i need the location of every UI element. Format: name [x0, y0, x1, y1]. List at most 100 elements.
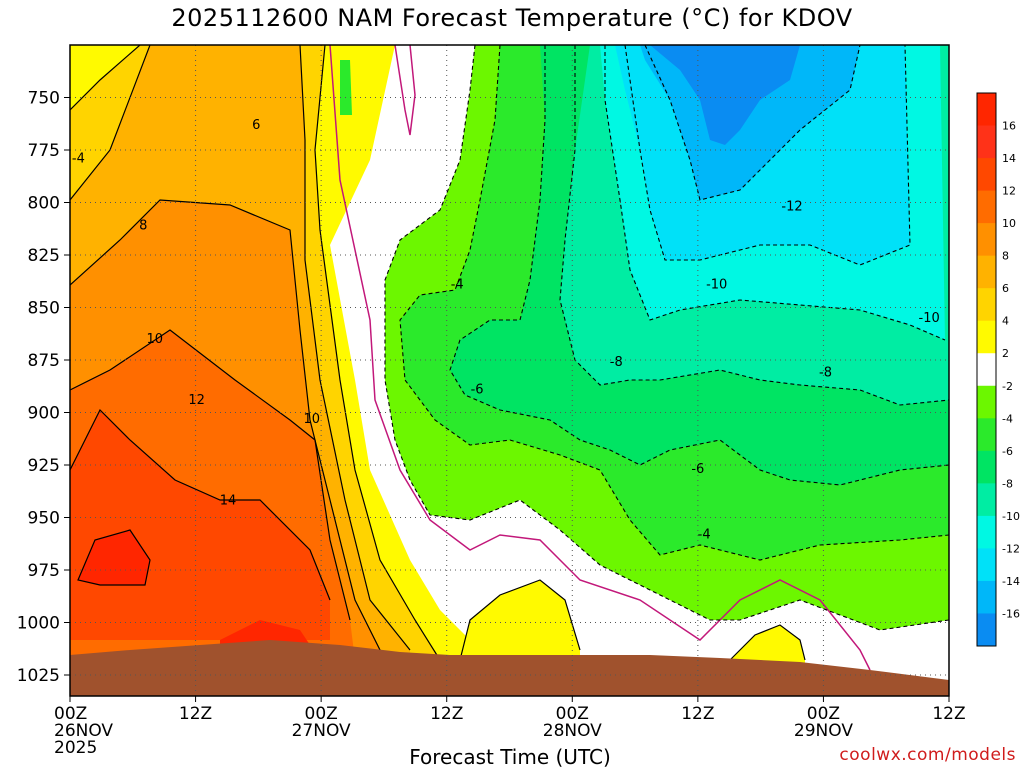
contour-label: -12	[781, 200, 802, 215]
colorbar-label: 2	[1002, 347, 1009, 360]
y-tick-label: 775	[28, 141, 60, 161]
y-axis: 750 775 800 825 850 875 900 925 950 975 1000 1025	[17, 89, 70, 686]
terrain	[70, 640, 949, 696]
temperature-field	[70, 45, 949, 696]
colorbar-swatch	[977, 125, 996, 159]
x-tick-label: 12Z	[932, 704, 965, 724]
contour-cold-m6	[399, 45, 949, 561]
colorbar-swatch	[977, 288, 996, 322]
contour-label: -4	[451, 277, 464, 292]
contour-label: 14	[220, 494, 237, 509]
colorbar-label: 4	[1002, 315, 1009, 328]
colorbar-label: -4	[1002, 412, 1013, 425]
x-axis-label: Forecast Time (UTC)	[409, 745, 611, 769]
y-tick-label: 900	[28, 404, 60, 424]
colorbar-label: -2	[1002, 380, 1013, 393]
chart-title: 2025112600 NAM Forecast Temperature (°C)…	[171, 4, 853, 32]
x-tick-label: 00Z	[305, 704, 338, 724]
colorbar-label: -14	[1002, 575, 1020, 588]
contour-warm-12	[70, 408, 331, 601]
x-tick-label: 29NOV	[794, 721, 853, 741]
x-tick-label: 12Z	[681, 704, 714, 724]
x-tick-label: 28NOV	[543, 721, 602, 741]
contour-zero	[329, 45, 871, 671]
colorbar-swatch	[977, 190, 996, 224]
y-tick-label: 1000	[17, 614, 60, 634]
colorbar-frame	[976, 92, 997, 647]
band-m16-m18	[650, 45, 800, 145]
contour-label: -4	[698, 527, 711, 542]
x-tick-label: 00Z	[556, 704, 589, 724]
contour-cold-m14	[624, 45, 911, 266]
colorbar-swatch	[977, 613, 996, 647]
contour-warm-4	[70, 45, 441, 661]
x-tick-label: 26NOV	[54, 721, 113, 741]
contour-late-2	[459, 579, 806, 661]
colorbar-label: -6	[1002, 445, 1013, 458]
contour-cold-m10	[559, 45, 949, 406]
contour-label: 8	[139, 219, 147, 234]
colorbar-swatch	[977, 450, 996, 484]
y-tick-label: 925	[28, 456, 60, 476]
contour-labels: -4 6 8 10 12 10 14 -4 -6 -8 -10 -12 -10 -8 -6 -4	[72, 118, 940, 542]
contour-cold-m12	[604, 45, 946, 341]
credit-link[interactable]: coolwx.com/models	[839, 745, 1016, 765]
contour-cold-m8	[449, 45, 949, 486]
colorbar-swatch	[977, 385, 996, 419]
contour-label: -4	[72, 151, 85, 166]
contour-label: -6	[691, 462, 704, 477]
contour-warm-8	[70, 199, 386, 661]
contour-label: 10	[303, 412, 320, 427]
colorbar-label: 6	[1002, 282, 1009, 295]
colorbar-label: -8	[1002, 477, 1013, 490]
y-tick-label: 750	[28, 89, 60, 109]
colorbar-swatch	[977, 223, 996, 257]
colorbar-label: 10	[1002, 217, 1016, 230]
contour-warm-10	[70, 329, 351, 621]
colorbar-swatch	[977, 483, 996, 517]
colorbar-swatch	[977, 158, 996, 192]
contour-label: 12	[188, 393, 205, 408]
colorbar-label: -10	[1002, 510, 1020, 523]
plot-frame	[69, 44, 950, 697]
colorbar-label: 16	[1002, 120, 1016, 133]
colorbar: 16 14 12 10 8 6 4 2 -2 -4 -6 -8 -10 -12 -14 -16	[976, 92, 1020, 647]
colorbar-label: 12	[1002, 185, 1016, 198]
colorbar-label: -16	[1002, 607, 1020, 620]
contour-label: -10	[919, 311, 940, 326]
contour-label: -8	[819, 366, 832, 381]
contour-label: -8	[610, 355, 623, 370]
band-14-16	[78, 530, 150, 585]
colorbar-swatch	[977, 255, 996, 289]
y-tick-label: 800	[28, 194, 60, 214]
colorbar-swatch	[977, 93, 996, 127]
y-tick-label: 825	[28, 246, 60, 266]
band-14-16b	[220, 620, 310, 645]
contour-label: 6	[252, 118, 260, 133]
y-tick-label: 950	[28, 509, 60, 529]
y-tick-label: 850	[28, 299, 60, 319]
contour-warm-14	[77, 529, 151, 586]
colorbar-swatch	[977, 353, 996, 387]
x-tick-label: 12Z	[430, 704, 463, 724]
colorbar-label: 14	[1002, 152, 1016, 165]
contour-label: 10	[146, 332, 163, 347]
colorbar-swatch	[977, 418, 996, 452]
contour-label: -10	[706, 277, 727, 292]
colorbar-swatch	[977, 320, 996, 354]
band-2-4-late3	[340, 60, 352, 115]
x-tick-label: 00Z	[54, 704, 87, 724]
colorbar-swatch	[977, 548, 996, 582]
colorbar-label: 8	[1002, 250, 1009, 263]
colorbar-swatch	[977, 515, 996, 549]
y-tick-label: 975	[28, 561, 60, 581]
colorbar-swatch	[977, 580, 996, 614]
y-tick-label: 1025	[17, 666, 60, 686]
x-tick-label: 12Z	[179, 704, 212, 724]
x-tick-label: 27NOV	[292, 721, 351, 741]
y-tick-label: 875	[28, 351, 60, 371]
x-tick-label: 00Z	[807, 704, 840, 724]
contour-label: -6	[471, 382, 484, 397]
